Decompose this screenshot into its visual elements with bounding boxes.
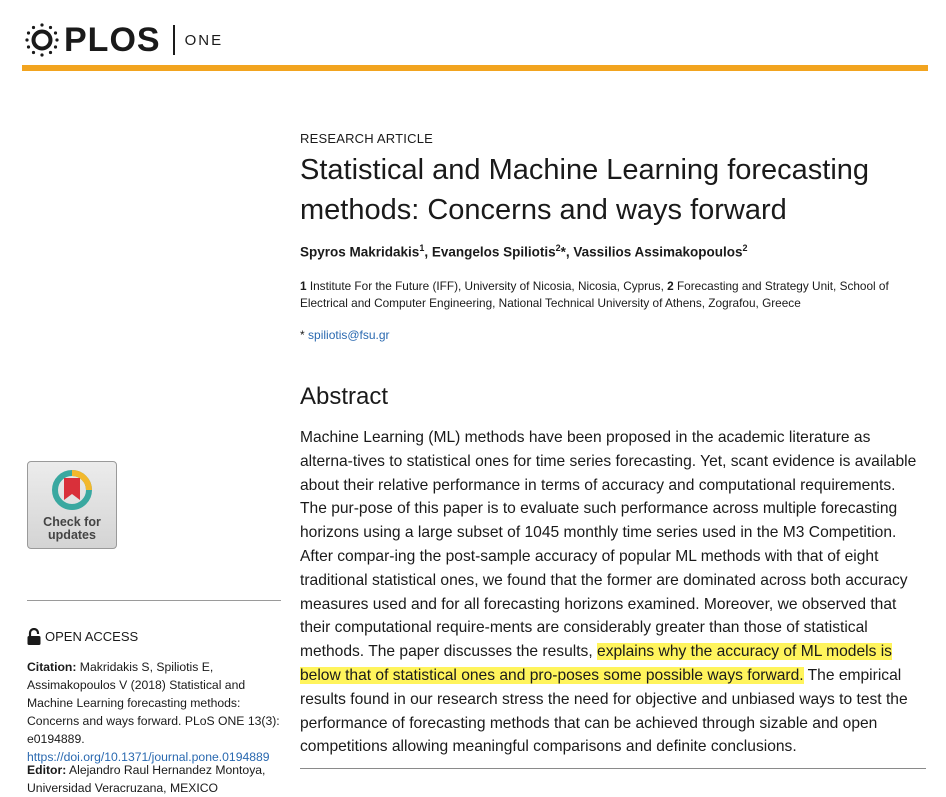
check-for-updates-button[interactable]: Check for updates bbox=[27, 461, 117, 549]
author-name[interactable]: Spyros Makridakis bbox=[300, 244, 420, 260]
editor-label: Editor: bbox=[27, 763, 67, 777]
citation-block: Citation: Makridakis S, Spiliotis E, Ass… bbox=[27, 658, 281, 766]
plos-logo-icon bbox=[25, 23, 59, 57]
author-affil-sup: 2 bbox=[555, 243, 561, 253]
author-separator: , bbox=[424, 244, 432, 260]
check-for-updates-label: Check for updates bbox=[43, 515, 101, 542]
logo-journal-name: ONE bbox=[184, 31, 224, 49]
sidebar-divider bbox=[27, 600, 281, 601]
author-affil-sup: 2 bbox=[742, 243, 748, 253]
abstract-text-part: The empirical results found in our resea… bbox=[300, 666, 908, 756]
crossmark-icon bbox=[52, 470, 92, 510]
affil-number: 1 bbox=[300, 279, 307, 293]
affil-number: 2 bbox=[667, 279, 674, 293]
header-rule bbox=[22, 65, 928, 71]
plos-one-logo[interactable]: PLOS ONE bbox=[24, 20, 223, 60]
author-affil-sup: 1 bbox=[419, 243, 425, 253]
corresponding-star: * bbox=[300, 328, 309, 342]
affil-text: Institute For the Future (IFF), Universi… bbox=[306, 279, 668, 293]
corresponding-email: * spiliotis@fsu.gr bbox=[300, 328, 390, 342]
doi-link[interactable]: https://doi.org/10.1371/journal.pone.019… bbox=[27, 750, 270, 764]
citation-text: Makridakis S, Spiliotis E, Assimakopoulo… bbox=[27, 660, 280, 746]
author-separator: *, bbox=[560, 244, 574, 260]
author-name[interactable]: Vassilios Assimakopoulos bbox=[573, 244, 743, 260]
abstract-heading: Abstract bbox=[300, 383, 389, 410]
logo-divider bbox=[172, 25, 175, 55]
citation-label: Citation: bbox=[27, 660, 77, 674]
open-lock-icon bbox=[27, 628, 41, 645]
open-access-badge: OPEN ACCESS bbox=[27, 628, 138, 645]
affiliations: 1 Institute For the Future (IFF), Univer… bbox=[300, 278, 925, 312]
affil-text: Forecasting and Strategy Unit, School of… bbox=[300, 279, 889, 310]
article-type: RESEARCH ARTICLE bbox=[300, 131, 433, 146]
editor-block: Editor: Alejandro Raul Hernandez Montoya… bbox=[27, 761, 281, 797]
author-name[interactable]: Evangelos Spiliotis bbox=[431, 244, 556, 260]
section-divider bbox=[300, 768, 926, 769]
abstract-text: Machine Learning (ML) methods have been … bbox=[300, 426, 926, 759]
article-title: Statistical and Machine Learning forecas… bbox=[300, 154, 870, 226]
logo-wordmark: PLOS bbox=[64, 21, 161, 59]
open-access-label: OPEN ACCESS bbox=[45, 629, 139, 644]
abstract-text-part: Machine Learning (ML) methods have been … bbox=[300, 429, 917, 661]
author-list: Spyros Makridakis1, Evangelos Spiliotis2… bbox=[300, 243, 748, 260]
email-link[interactable]: spiliotis@fsu.gr bbox=[308, 328, 390, 342]
